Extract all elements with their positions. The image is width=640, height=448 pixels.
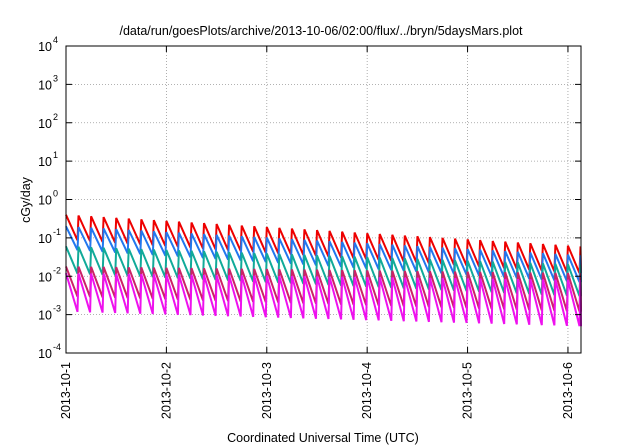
x-tick-label: 2013-10-2 bbox=[159, 362, 173, 419]
y-tick-exponent: 2 bbox=[53, 112, 58, 122]
y-tick-exponent: 0 bbox=[53, 189, 58, 199]
x-tick-label: 2013-10-6 bbox=[561, 362, 575, 419]
x-tick-label: 2013-10-3 bbox=[260, 362, 274, 419]
y-tick-label: 10 bbox=[38, 155, 52, 169]
y-tick-exponent: 3 bbox=[53, 73, 58, 83]
y-tick-exponent: -2 bbox=[53, 265, 61, 275]
y-tick-exponent: 1 bbox=[53, 150, 58, 160]
series-group bbox=[65, 214, 582, 327]
y-tick-label: 10 bbox=[38, 194, 52, 208]
x-axis-label: Coordinated Universal Time (UTC) bbox=[227, 431, 419, 445]
chart-title: /data/run/goesPlots/archive/2013-10-06/0… bbox=[119, 24, 523, 38]
y-tick-label: 10 bbox=[38, 78, 52, 92]
y-tick-label: 10 bbox=[38, 117, 52, 131]
y-tick-exponent: -4 bbox=[53, 342, 61, 352]
x-tick-label: 2013-10-5 bbox=[461, 362, 475, 419]
y-tick-exponent: -3 bbox=[53, 304, 61, 314]
y-tick-label: 10 bbox=[38, 232, 52, 246]
y-tick-label: 10 bbox=[38, 309, 52, 323]
x-tick-label: 2013-10-1 bbox=[59, 362, 73, 419]
y-tick-label: 10 bbox=[38, 347, 52, 361]
y-tick-exponent: -1 bbox=[53, 227, 61, 237]
y-tick-exponent: 4 bbox=[53, 35, 58, 45]
y-tick-label: 10 bbox=[38, 270, 52, 284]
y-axis-label: cGy/day bbox=[19, 176, 33, 223]
x-axis: 2013-10-1 2013-10-2 2013-10-3 2013-10-4 2013… bbox=[59, 46, 575, 419]
series-line-5 bbox=[65, 272, 582, 327]
x-tick-label: 2013-10-4 bbox=[360, 362, 374, 419]
y-tick-label: 10 bbox=[38, 40, 52, 54]
